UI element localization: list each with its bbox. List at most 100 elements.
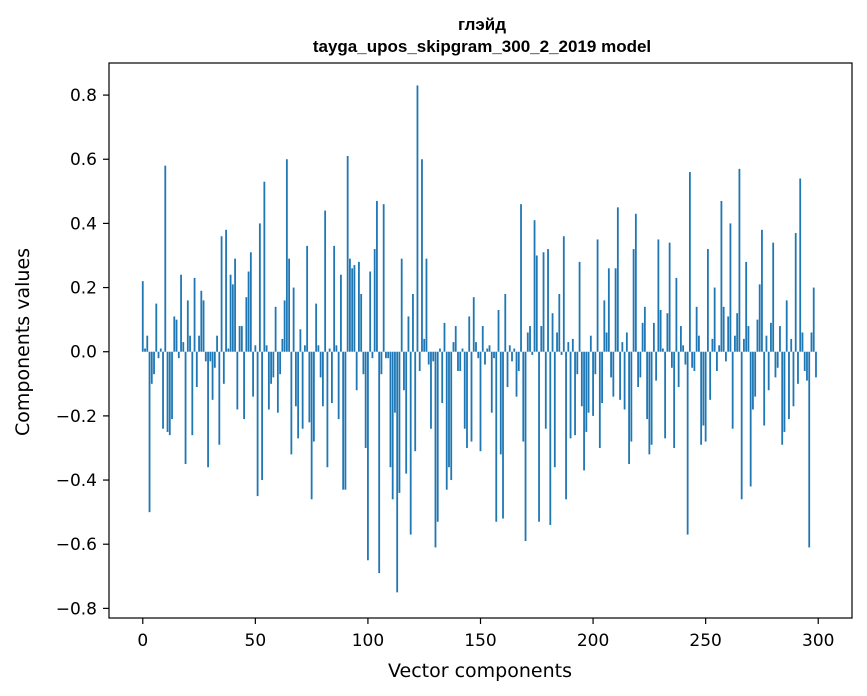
bar-288: [790, 338, 793, 352]
bar-229: [657, 239, 660, 352]
chart-title: глэйд: [458, 15, 506, 34]
bar-80: [321, 351, 324, 407]
bar-179: [544, 351, 547, 429]
bar-298: [812, 287, 815, 352]
bar-41: [234, 258, 236, 352]
bar-33: [216, 335, 218, 352]
bar-122: [416, 85, 419, 352]
bar-36: [222, 351, 225, 384]
bar-163: [508, 345, 511, 352]
bar-121: [414, 351, 417, 452]
bar-189: [567, 342, 570, 352]
bar-110: [389, 351, 392, 468]
bar-175: [535, 255, 538, 352]
bar-153: [486, 348, 489, 352]
bar-232: [664, 351, 667, 439]
bar-283: [779, 326, 781, 352]
bar-91: [346, 156, 349, 352]
bar-206: [605, 332, 608, 352]
bar-198: [587, 351, 590, 413]
bar-46: [245, 297, 248, 352]
bar-221: [639, 351, 642, 378]
bar-294: [803, 351, 806, 371]
bar-161: [504, 293, 507, 352]
bar-37: [225, 229, 227, 352]
bar-281: [774, 351, 777, 378]
bar-60: [276, 351, 279, 413]
bar-273: [756, 319, 759, 352]
bar-115: [400, 258, 403, 352]
bar-57: [270, 351, 273, 384]
bar-170: [524, 351, 527, 542]
bar-123: [418, 351, 421, 371]
bar-118: [407, 316, 410, 352]
bars-group: [141, 85, 817, 593]
bar-278: [767, 351, 770, 391]
bar-272: [754, 351, 757, 397]
bar-50: [254, 345, 257, 352]
bar-11: [166, 351, 169, 432]
bar-238: [677, 351, 680, 388]
y-tick-label: −0.8: [56, 599, 97, 619]
bar-34: [218, 351, 221, 445]
bar-257: [720, 200, 723, 352]
bar-194: [578, 261, 581, 352]
bar-72: [303, 345, 306, 352]
bar-116: [403, 351, 405, 391]
bar-132: [439, 348, 441, 352]
bar-26: [200, 290, 203, 352]
bar-66: [290, 351, 293, 455]
bar-43: [238, 326, 241, 352]
bar-131: [436, 351, 439, 522]
y-tick-label: 0.0: [70, 343, 97, 363]
bar-292: [799, 178, 802, 352]
bar-78: [317, 345, 320, 352]
bar-148: [475, 342, 477, 352]
bar-32: [213, 351, 216, 368]
bar-12: [168, 351, 171, 436]
bar-208: [610, 351, 612, 378]
bar-244: [691, 351, 694, 368]
bar-240: [682, 345, 685, 352]
bar-218: [632, 249, 635, 352]
bar-207: [607, 268, 610, 352]
bar-258: [722, 306, 725, 352]
bar-178: [542, 252, 545, 352]
bar-172: [529, 326, 531, 352]
y-tick-label: 0.4: [70, 214, 97, 234]
bar-21: [189, 335, 191, 352]
plot-frame: [108, 62, 853, 619]
bar-162: [506, 351, 509, 388]
bar-201: [594, 351, 597, 375]
bar-73: [306, 245, 309, 352]
bar-205: [603, 300, 606, 352]
bar-128: [430, 351, 432, 429]
bar-127: [427, 351, 430, 365]
bar-252: [709, 351, 712, 400]
bar-290: [794, 233, 797, 352]
bar-231: [661, 348, 664, 352]
bar-45: [243, 351, 245, 420]
y-tick-label: −0.4: [56, 471, 97, 491]
bar-239: [679, 326, 682, 352]
bar-271: [752, 351, 754, 410]
bar-254: [713, 287, 716, 352]
bar-287: [788, 351, 790, 420]
bar-144: [466, 351, 468, 448]
bar-6: [155, 303, 158, 352]
bar-3: [148, 351, 151, 513]
bar-56: [267, 351, 270, 410]
bar-225: [648, 351, 651, 455]
bar-17: [180, 274, 182, 352]
bar-35: [220, 236, 223, 352]
bar-277: [765, 335, 768, 352]
bar-299: [815, 351, 817, 378]
bar-209: [612, 351, 615, 397]
bar-261: [729, 223, 732, 352]
y-axis-label: Components values: [12, 248, 34, 436]
bar-44: [240, 326, 243, 352]
bar-22: [191, 351, 194, 436]
bar-284: [781, 351, 784, 445]
bar-155: [490, 351, 493, 413]
